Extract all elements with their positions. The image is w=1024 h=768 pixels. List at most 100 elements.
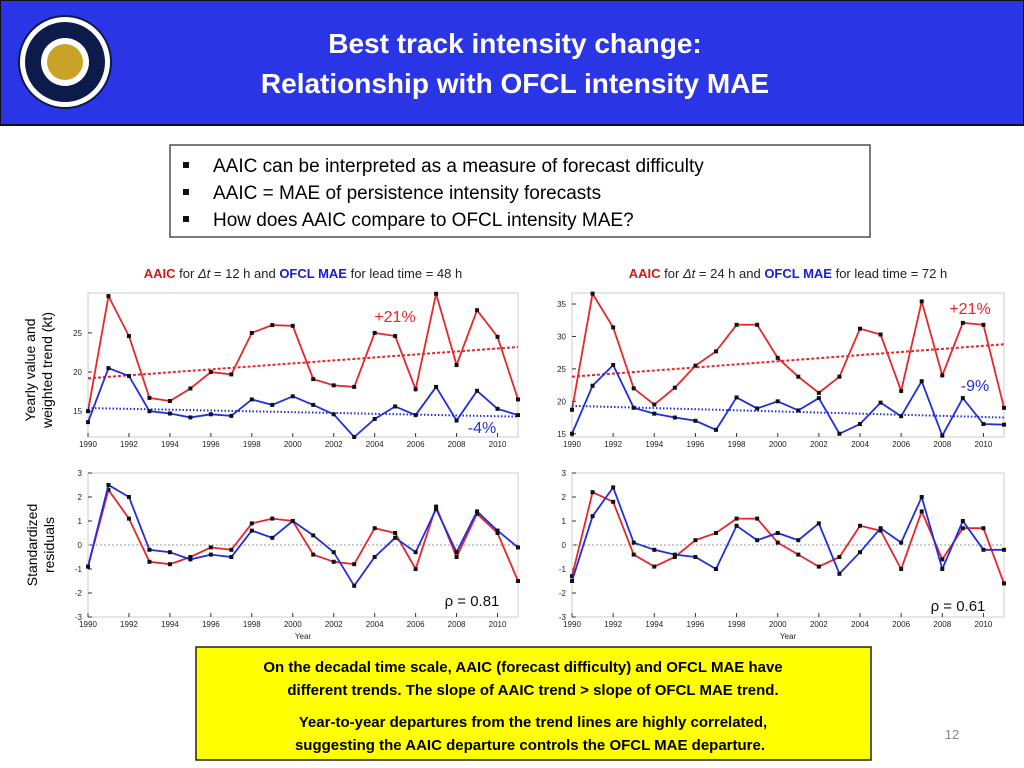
point [960, 320, 965, 325]
point [290, 323, 295, 328]
x-tick-label: 1998 [243, 620, 261, 629]
point [858, 422, 862, 427]
y-tick-label: 0 [78, 541, 83, 550]
trend-line [571, 343, 1005, 378]
point [775, 540, 780, 545]
point [434, 504, 439, 509]
x-tick-label: 2000 [769, 620, 787, 629]
point [981, 322, 986, 327]
plot-frame [571, 292, 1005, 438]
point [495, 528, 500, 533]
chart-title-part: for [176, 266, 198, 281]
point [837, 571, 842, 576]
point [270, 402, 275, 407]
chart-title-part: for lead time = 48 h [347, 266, 462, 281]
point [981, 526, 986, 531]
x-tick-label: 2008 [933, 440, 951, 449]
point [652, 402, 657, 407]
point [290, 519, 295, 523]
point [693, 555, 698, 559]
x-tick-label: 1994 [645, 440, 663, 449]
point [858, 523, 862, 528]
point [331, 412, 336, 417]
x-tick-label: 1992 [604, 440, 622, 449]
point [734, 516, 739, 521]
point [352, 384, 357, 389]
x-tick-label: 1992 [120, 440, 138, 449]
annotation: ρ = 0.61 [931, 598, 986, 615]
point [393, 531, 398, 535]
point [816, 521, 821, 526]
point [960, 396, 965, 401]
x-axis-label: Year [780, 632, 797, 641]
point [858, 550, 862, 555]
chart-title: AAIC for Δt = 24 h and OFCL MAE for lead… [629, 266, 947, 281]
point [899, 414, 904, 419]
series-line [87, 483, 519, 588]
bullet-text: AAIC = MAE of persistence intensity fore… [213, 183, 601, 204]
point [311, 377, 316, 382]
point [796, 538, 801, 543]
x-tick-label: 2002 [325, 440, 343, 449]
y-tick-label: -1 [75, 565, 83, 574]
point [816, 396, 821, 401]
point [837, 431, 842, 436]
point [714, 427, 718, 432]
point [516, 545, 520, 550]
y-tick-label: -2 [559, 589, 567, 598]
x-tick-label: 2010 [975, 440, 993, 449]
point [516, 579, 520, 583]
header-title: Best track intensity change: [328, 28, 701, 59]
y-tick-label: 25 [557, 365, 566, 374]
point [270, 323, 275, 328]
x-tick-label: 1992 [604, 620, 622, 629]
chart-title-part: Δt [197, 266, 212, 281]
chart-title-part: AAIC [629, 266, 661, 281]
x-tick-label: 1990 [79, 440, 97, 449]
page-number: 12 [945, 727, 959, 742]
x-tick-label: 1996 [687, 620, 705, 629]
point [899, 388, 904, 393]
point [454, 555, 459, 559]
x-tick-label: 1998 [728, 620, 746, 629]
point [86, 564, 90, 569]
point [878, 528, 883, 533]
point [1002, 405, 1006, 410]
point [714, 349, 718, 354]
chart-title-part: OFCL MAE [764, 266, 832, 281]
point [590, 291, 595, 296]
x-tick-label: 2006 [407, 440, 425, 449]
y-tick-label: 3 [562, 469, 567, 478]
y-tick-label: 1 [562, 517, 567, 526]
point [570, 579, 574, 583]
point [106, 294, 111, 299]
point [413, 550, 418, 555]
point [475, 308, 480, 313]
point [454, 418, 459, 423]
x-tick-label: 2004 [366, 440, 384, 449]
series-line [87, 487, 519, 582]
point [270, 516, 275, 521]
point [693, 418, 698, 423]
point [570, 574, 574, 579]
x-tick-label: 2008 [933, 620, 951, 629]
point [940, 373, 945, 378]
x-tick-label: 1996 [687, 440, 705, 449]
point [167, 550, 172, 555]
point [249, 521, 254, 526]
x-tick-label: 1994 [161, 440, 179, 449]
point [188, 386, 193, 391]
y-axis-label: Standardized [24, 504, 40, 587]
x-tick-label: 2010 [489, 620, 507, 629]
point [714, 531, 718, 535]
point [590, 383, 595, 388]
trend-line [571, 404, 1005, 419]
point [878, 332, 883, 337]
point [208, 370, 213, 375]
point [981, 547, 986, 552]
point [290, 394, 295, 399]
point [796, 552, 801, 557]
point [106, 366, 111, 371]
x-tick-label: 2000 [284, 620, 302, 629]
